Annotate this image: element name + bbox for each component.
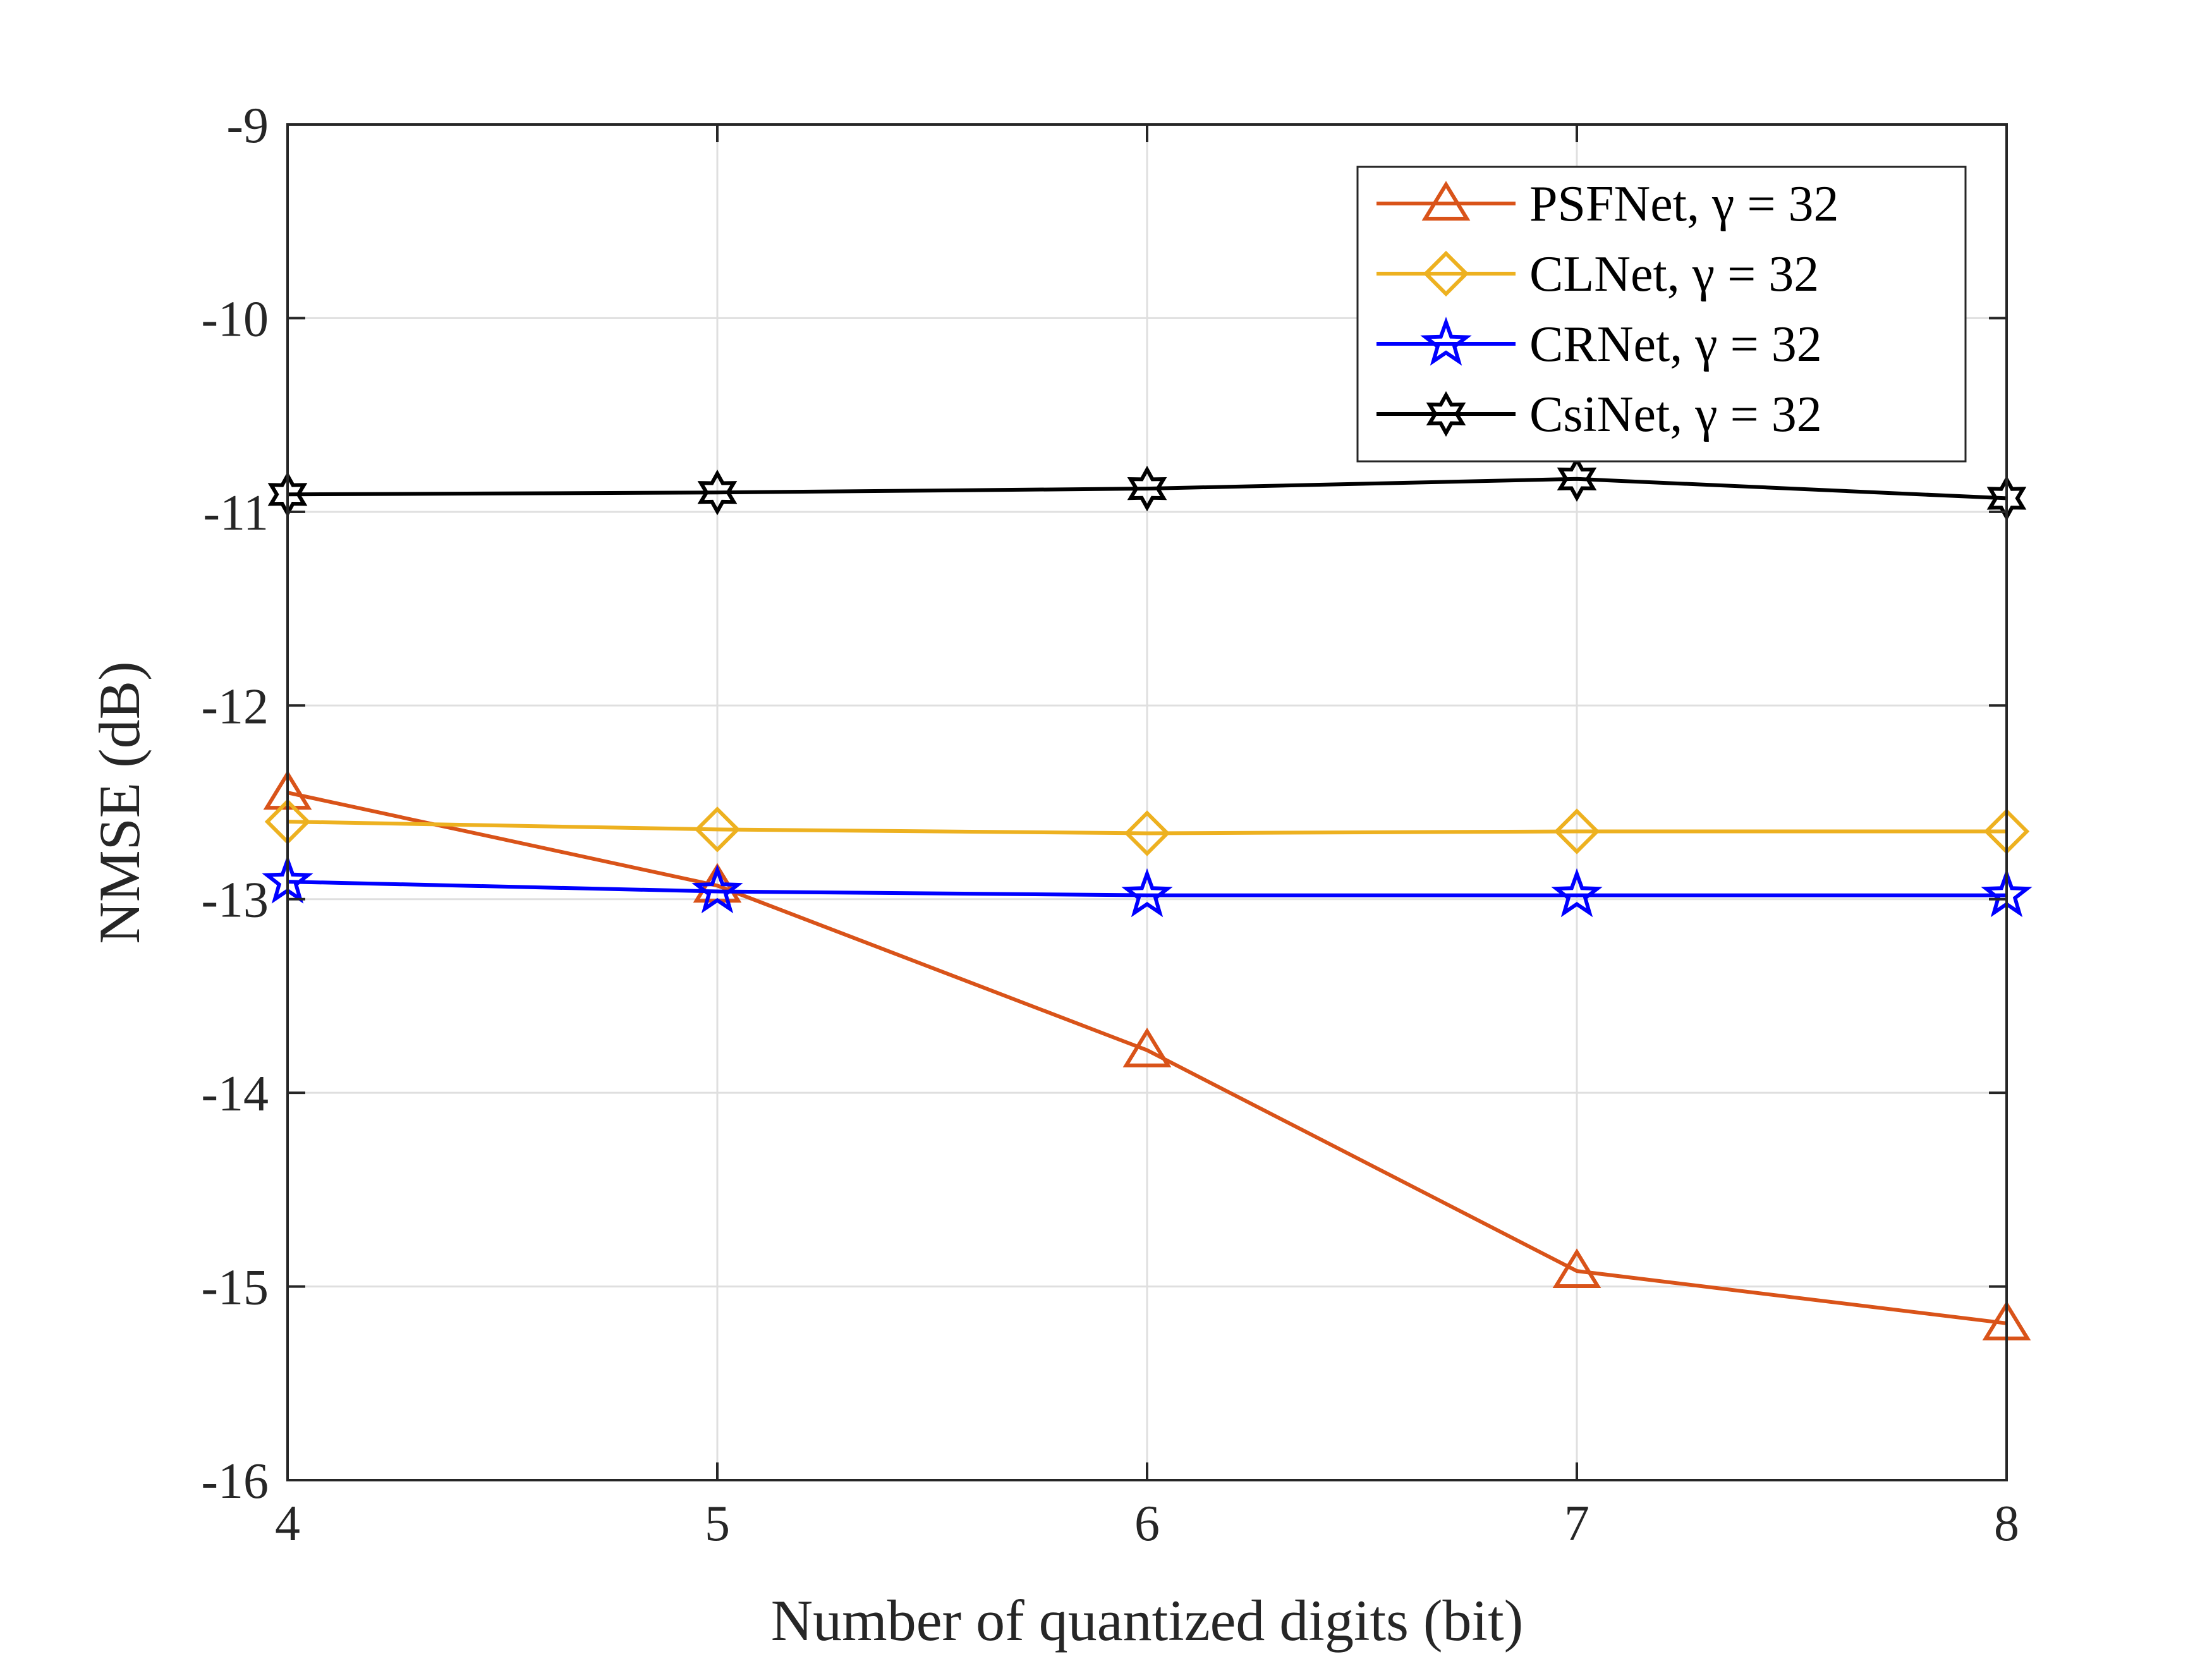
axis-ticks: [286, 123, 2008, 1481]
data-point-crnet: [691, 864, 743, 914]
legend-label-clnet: CLNet, γ = 32: [1529, 246, 1819, 302]
legend-marker-psfnet: [1421, 181, 1471, 221]
x-tick-label: 6: [1134, 1496, 1160, 1552]
x-tick-label: 4: [275, 1496, 300, 1552]
legend-label-psfnet: PSFNet, γ = 32: [1529, 176, 1838, 232]
y-tick-label: -13: [201, 873, 269, 928]
y-tick-label: -9: [226, 98, 269, 154]
x-tick-label: 5: [705, 1496, 730, 1552]
legend-label-crnet: CRNet, γ = 32: [1529, 317, 1822, 372]
series-layer: [262, 456, 2033, 1340]
y-tick-label: -14: [201, 1066, 269, 1122]
x-tick-label: 7: [1564, 1496, 1589, 1552]
x-axis-label: Number of quantized digits (bit): [771, 1588, 1524, 1653]
legend-marker-csinet: [1426, 391, 1466, 437]
y-tick-labels: -9 -10 -11 -12 -13 -14 -15 -16: [201, 98, 269, 1509]
series-line-csinet: [287, 477, 2007, 501]
y-axis-label: NMSE (dB): [87, 661, 152, 944]
y-tick-label: -12: [201, 679, 269, 734]
data-point-psfnet: [1552, 1248, 1601, 1289]
data-point-csinet: [1557, 456, 1597, 502]
data-point-clnet: [1124, 810, 1170, 856]
data-point-csinet: [697, 470, 738, 516]
x-tick-labels: 4 5 6 7 8: [275, 1496, 2019, 1552]
data-point-clnet: [1553, 808, 1600, 854]
data-point-csinet: [1127, 465, 1167, 512]
data-point-crnet: [1551, 868, 1603, 918]
data-point-clnet: [694, 806, 741, 853]
x-tick-label: 8: [1994, 1496, 2019, 1552]
y-tick-label: -11: [203, 485, 269, 541]
legend-marker-crnet: [1420, 317, 1472, 366]
data-point-crnet: [1121, 868, 1173, 918]
series-line-crnet: [287, 880, 2007, 897]
y-tick-label: -10: [201, 291, 269, 347]
legend-marker-clnet: [1423, 250, 1469, 297]
series-line-psfnet: [287, 791, 2007, 1325]
legend: PSFNet, γ = 32 CLNet, γ = 32 CRNet, γ = 32…: [1356, 166, 1967, 463]
y-tick-label: -16: [201, 1454, 269, 1509]
series-line-clnet: [287, 820, 2007, 836]
y-tick-label: -15: [201, 1260, 269, 1316]
series-csinet: [267, 456, 2027, 521]
legend-label-csinet: CsiNet, γ = 32: [1529, 387, 1822, 442]
data-point-psfnet: [1122, 1027, 1172, 1067]
